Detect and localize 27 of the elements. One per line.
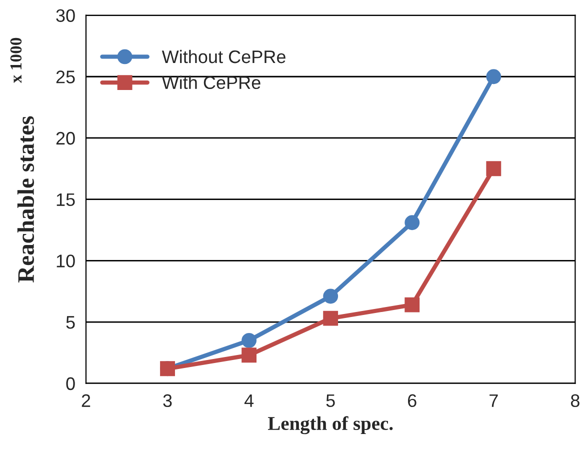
text: x 1000 [10, 38, 22, 84]
x-tick-label: 7 [490, 394, 498, 407]
point [404, 297, 420, 312]
point [323, 310, 338, 326]
point [486, 69, 502, 84]
point [242, 348, 257, 363]
point [242, 332, 257, 348]
y-tick-label: 30 [56, 9, 75, 22]
y-tick-label: 15 [56, 193, 75, 206]
y-tick-label: 20 [56, 132, 75, 145]
point [323, 288, 338, 304]
y-tick-label: 5 [66, 316, 75, 329]
x-tick-label: 4 [244, 394, 254, 407]
legend-label: Without CePRe [162, 50, 286, 64]
x-tick-label: 6 [408, 394, 416, 408]
x-tick-label: 5 [326, 394, 335, 408]
y-tick-label: 10 [56, 254, 75, 268]
y-tick-label: 0 [66, 377, 75, 390]
legend-label: With CePRe [162, 76, 260, 90]
x-tick-label: 2 [82, 394, 90, 407]
x-tick-label: 3 [163, 394, 172, 408]
point [486, 161, 502, 176]
x-axis-title: Length of spec. [268, 416, 393, 434]
x-tick-label: 8 [570, 394, 580, 408]
point [404, 215, 420, 230]
y-axis-title: Reachable states [17, 116, 34, 283]
y-tick-label: 25 [56, 70, 75, 84]
